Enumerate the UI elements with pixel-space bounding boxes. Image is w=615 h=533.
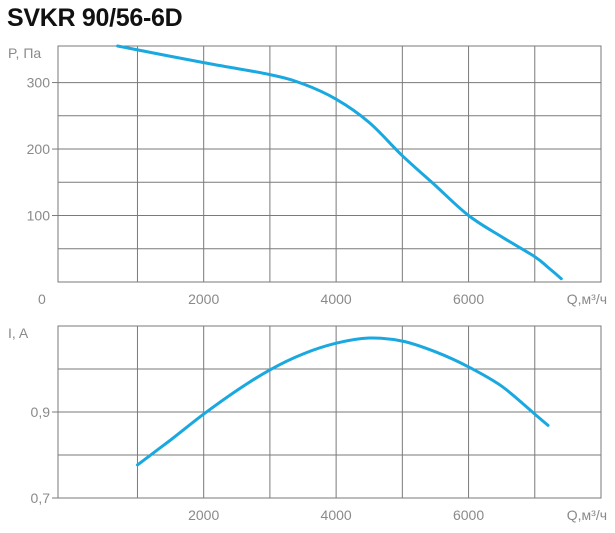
x-tick-label: 6000: [453, 507, 484, 523]
x-tick-label: 4000: [321, 507, 352, 523]
y-tick-label: 300: [27, 75, 51, 91]
pressure-curve: [116, 44, 563, 281]
y-tick-label: 0,9: [31, 404, 51, 420]
y-axis-label: P, Па: [8, 45, 41, 61]
y-tick-label: 0,7: [31, 490, 51, 506]
chart-title: SVKR 90/56-6D: [7, 4, 183, 32]
current-curve: [136, 336, 550, 467]
pressure-chart-panel: P, Па 100 200 300 0 2000 4000 6000 Q,м³/ч: [8, 44, 607, 307]
x-tick-label: 2000: [188, 291, 219, 307]
x-axis-label: Q,м³/ч: [567, 291, 607, 307]
plot-frame: [57, 45, 602, 283]
current-chart-panel: I, A 0,7 0,9 2000 4000 6000 Q,м³/ч: [8, 325, 607, 523]
y-tick-label: 100: [27, 208, 51, 224]
x-tick-label: 4000: [321, 291, 352, 307]
y-tick-label: 200: [27, 141, 51, 157]
x-tick-label: 6000: [453, 291, 484, 307]
x-tick-label: 2000: [188, 507, 219, 523]
origin-label: 0: [38, 291, 46, 307]
x-axis-label: Q,м³/ч: [567, 507, 607, 523]
y-axis-label: I, A: [8, 325, 29, 341]
